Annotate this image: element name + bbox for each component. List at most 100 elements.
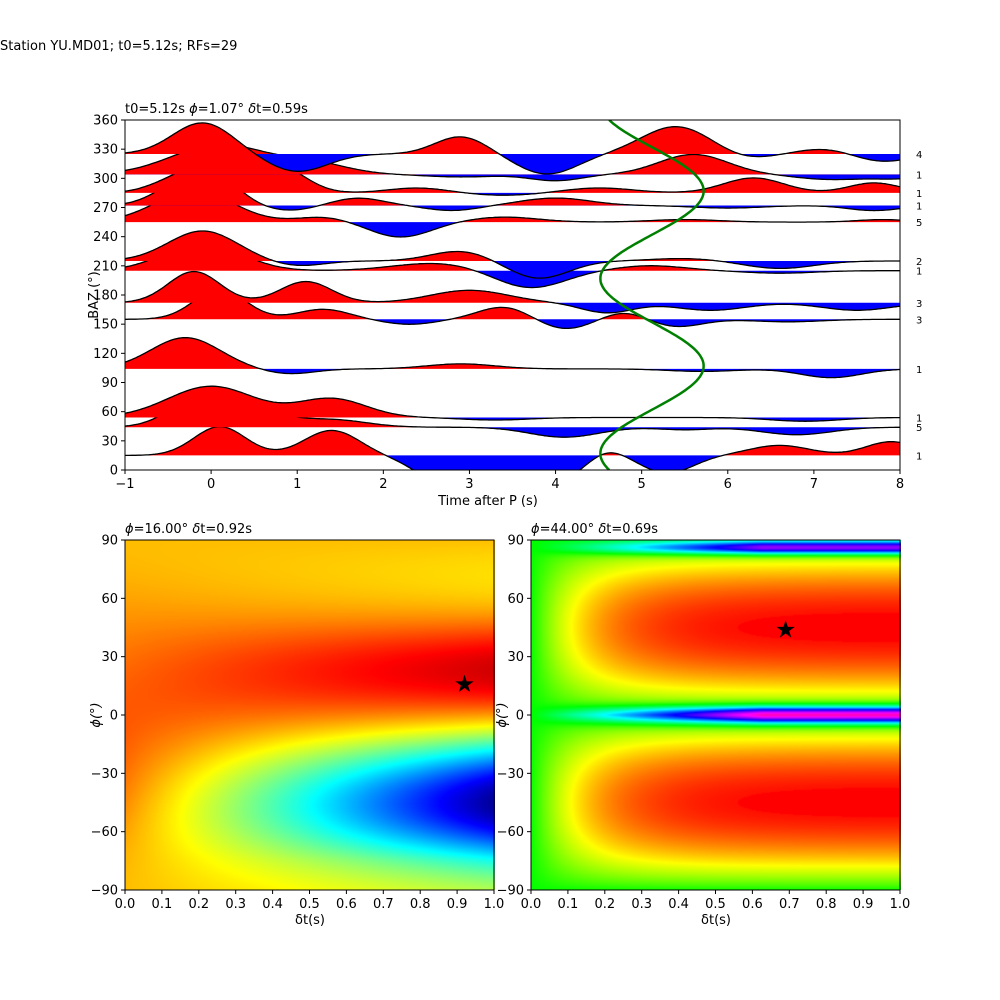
heatmap-x-tick-label: 0.3 <box>631 897 652 912</box>
heatmap-left-x-ticks: 0.0 0.1 0.2 0.3 0.4 0.5 0.6 0.7 0.8 0.9 1.0 <box>115 890 505 912</box>
heatmap-left-x-label: δt(s) <box>295 913 325 928</box>
rf-trace-count: 1 <box>916 365 922 376</box>
heatmap-x-tick-label: 0.7 <box>373 897 394 912</box>
rf-trace-count: 5 <box>916 218 922 229</box>
rf-trace-count: 4 <box>916 150 922 161</box>
heatmap-x-tick-label: 0.1 <box>558 897 579 912</box>
heatmap-y-tick-label: 60 <box>507 592 524 607</box>
rf-traces <box>125 122 900 470</box>
rf-trace-negative-fill <box>125 174 900 181</box>
rf-trace-negative-fill <box>125 455 900 470</box>
heatmap-x-tick-label: 1.0 <box>890 897 911 912</box>
rf-trace-line <box>125 270 900 314</box>
rf-trace-line <box>125 190 900 238</box>
rf-trace-count: 1 <box>916 414 922 425</box>
rf-trace-line <box>125 143 900 182</box>
rf-trace-negative-fill <box>125 192 900 196</box>
rf-trace <box>125 270 900 314</box>
rf-y-tick-label: 180 <box>93 289 118 304</box>
rf-trace-negative-fill <box>125 154 900 174</box>
rf-trace-line <box>125 167 900 212</box>
heatmap-x-tick-label: 0.6 <box>336 897 357 912</box>
heatmap-x-tick-label: 0.9 <box>853 897 874 912</box>
rf-trace-count: 3 <box>916 315 922 326</box>
heatmap-x-tick-label: 0.8 <box>816 897 837 912</box>
best-fit-star-right: ★ <box>775 615 797 643</box>
heatmap-y-tick-label: −30 <box>91 767 118 782</box>
heatmap-y-tick-label: −90 <box>91 884 118 899</box>
rf-trace-negative-fill <box>125 260 900 279</box>
heatmap-y-tick-label: −90 <box>497 884 524 899</box>
heatmap-y-tick-label: 30 <box>507 650 524 665</box>
rf-trace-line <box>125 385 900 422</box>
rf-trace-line <box>125 426 900 470</box>
heatmap-right-x-label: δt(s) <box>701 913 731 928</box>
rf-y-tick-label: 120 <box>93 347 118 362</box>
heatmap-y-tick-label: −60 <box>497 825 524 840</box>
rf-x-ticks: −1 0 1 2 3 4 5 6 7 8 <box>115 470 904 492</box>
heatmap-x-tick-label: 0.7 <box>779 897 800 912</box>
rf-x-tick-label: 3 <box>465 477 473 492</box>
anisotropy-curve <box>599 120 705 470</box>
rf-y-tick-label: 240 <box>93 230 118 245</box>
rf-x-label: Time after P (s) <box>437 494 538 509</box>
heatmap-left-y-ticks: −90 −60 −30 0 30 60 90 <box>91 534 125 899</box>
rf-trace-positive-fill <box>125 426 900 456</box>
heatmap-y-tick-label: −30 <box>497 767 524 782</box>
rf-y-tick-label: 360 <box>93 114 118 129</box>
heatmap-y-tick-label: 0 <box>516 709 524 724</box>
rf-y-tick-label: 90 <box>101 376 118 391</box>
rf-x-tick-label: 5 <box>638 477 646 492</box>
heatmap-x-tick-label: 0.2 <box>188 897 209 912</box>
heatmap-y-tick-label: 30 <box>101 650 118 665</box>
rf-trace-count: 5 <box>916 423 922 434</box>
rf-y-tick-label: 330 <box>93 143 118 158</box>
rf-y-ticks: 0 30 60 90 120 150 180 210 240 270 300 330 360 <box>93 114 125 479</box>
rf-panel: t0=5.12s ϕ=1.07° δt=0.59s −1 0 1 2 3 4 5 6 7 8 03… <box>87 102 922 509</box>
best-fit-star-left: ★ <box>454 670 476 698</box>
heatmap-x-tick-label: 0.5 <box>705 897 726 912</box>
rf-y-tick-label: 0 <box>110 464 118 479</box>
rf-trace-count: 1 <box>916 202 922 213</box>
rf-trace-line <box>125 230 900 279</box>
rf-trace-negative-fill <box>125 302 900 313</box>
heatmap-x-tick-label: 0.6 <box>742 897 763 912</box>
rf-trace-negative-fill <box>125 427 900 438</box>
rf-x-tick-label: 8 <box>896 477 904 492</box>
rf-x-tick-label: −1 <box>115 477 134 492</box>
heatmap-x-tick-label: 0.1 <box>152 897 173 912</box>
rf-trace-negative-fill <box>125 319 900 329</box>
heatmap-left-panel: ★ ϕ=16.00° δt=0.92s 0.0 0.1 0.2 0.3 0.4 0.5 0.… <box>89 522 504 928</box>
rf-trace <box>125 288 900 330</box>
rf-trace-positive-fill <box>125 386 900 418</box>
heatmap-x-tick-label: 0.4 <box>668 897 689 912</box>
heatmap-x-tick-label: 0.2 <box>594 897 615 912</box>
heatmap-x-tick-label: 0.4 <box>262 897 283 912</box>
heatmap-right-y-ticks: −90 −60 −30 0 30 60 90 <box>497 534 531 899</box>
heatmap-y-tick-label: −60 <box>91 825 118 840</box>
rf-trace-positive-fill <box>125 271 900 303</box>
rf-trace <box>125 426 900 470</box>
rf-trace-positive-fill <box>125 231 900 261</box>
rf-y-tick-label: 60 <box>101 405 118 420</box>
rf-x-tick-label: 2 <box>379 477 387 492</box>
rf-panel-title: t0=5.12s ϕ=1.07° δt=0.59s <box>125 102 308 117</box>
heatmap-right-y-label: ϕ(°) <box>495 702 510 727</box>
rf-y-tick-label: 270 <box>93 201 118 216</box>
rf-trace <box>125 122 900 175</box>
heatmap-x-tick-label: 1.0 <box>484 897 505 912</box>
rf-y-tick-label: 300 <box>93 172 118 187</box>
rf-y-tick-label: 150 <box>93 318 118 333</box>
heatmap-x-tick-label: 0.0 <box>521 897 542 912</box>
rf-trace-count: 1 <box>916 189 922 200</box>
heatmap-y-tick-label: 0 <box>110 709 118 724</box>
rf-trace-count: 2 <box>916 257 922 268</box>
heatmap-x-tick-label: 0.5 <box>299 897 320 912</box>
rf-trace <box>125 230 900 279</box>
heatmap-right <box>531 540 901 890</box>
rf-trace <box>125 336 900 379</box>
heatmap-right-panel: ★ ϕ=44.00° δt=0.69s 0.0 0.1 0.2 0.3 0.4 0.5 0.… <box>495 522 910 928</box>
heatmap-right-title: ϕ=44.00° δt=0.69s <box>531 522 658 537</box>
